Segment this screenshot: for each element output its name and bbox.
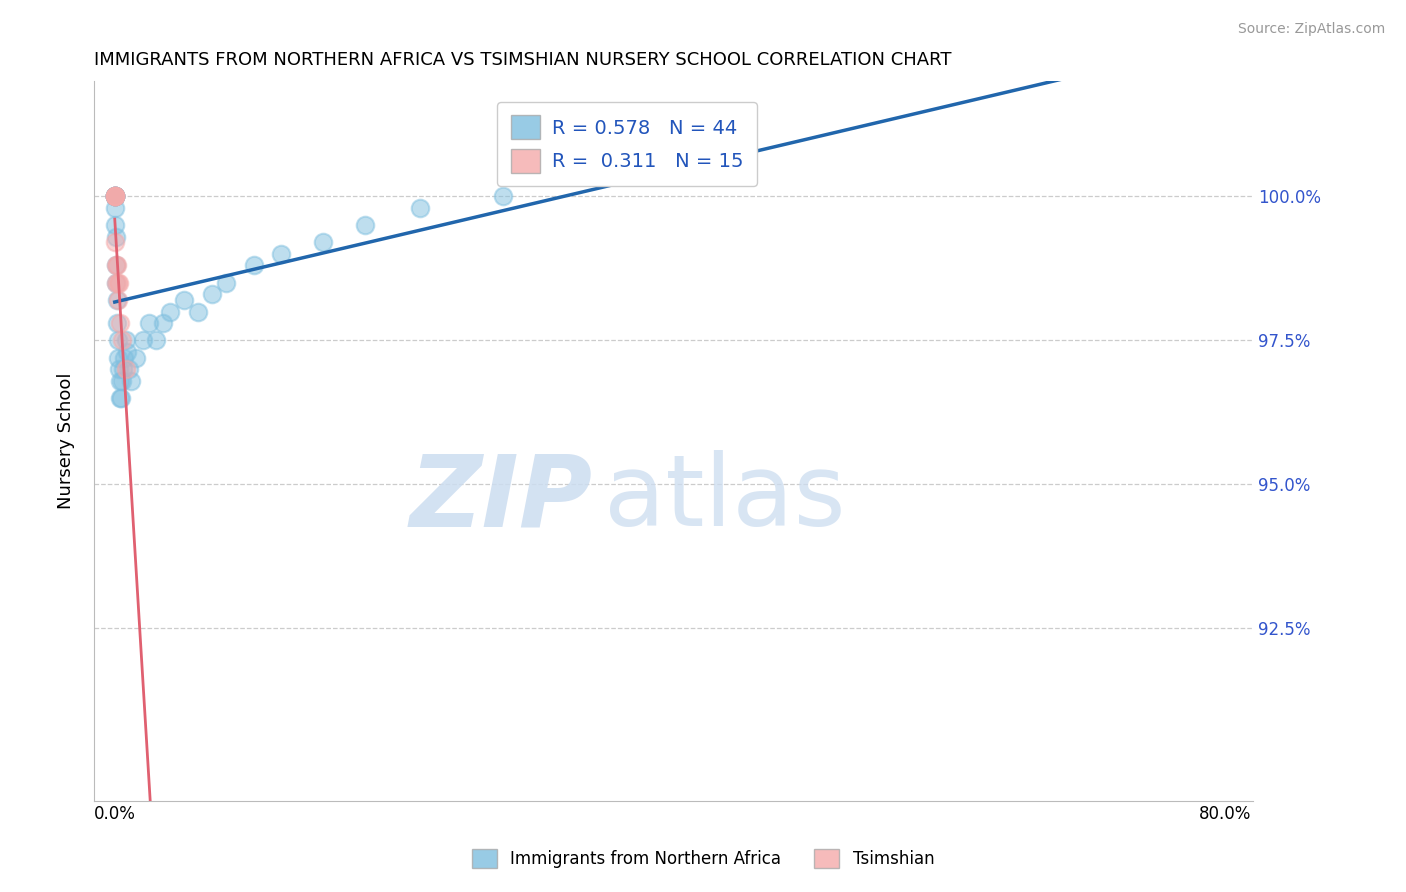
Point — [187, 304, 209, 318]
Point — [152, 316, 174, 330]
Point — [105, 259, 128, 273]
Text: Source: ZipAtlas.com: Source: ZipAtlas.com — [1237, 22, 1385, 37]
Point — [115, 362, 138, 376]
Point — [104, 189, 127, 203]
Point — [104, 189, 127, 203]
Point — [104, 189, 127, 203]
Point — [104, 189, 127, 203]
Text: IMMIGRANTS FROM NORTHERN AFRICA VS TSIMSHIAN NURSERY SCHOOL CORRELATION CHART: IMMIGRANTS FROM NORTHERN AFRICA VS TSIMS… — [94, 51, 952, 69]
Point — [105, 293, 128, 307]
Point — [112, 362, 135, 376]
Text: atlas: atlas — [603, 450, 845, 547]
Point — [110, 391, 132, 405]
Point — [107, 351, 129, 365]
Point — [105, 276, 128, 290]
Point — [201, 287, 224, 301]
Point — [242, 259, 264, 273]
Point — [104, 218, 127, 232]
Point — [312, 235, 335, 250]
Point — [104, 189, 127, 203]
Point — [104, 189, 127, 203]
Point — [104, 189, 127, 203]
Point — [131, 333, 153, 347]
Point — [110, 316, 132, 330]
Point — [104, 189, 127, 203]
Point — [115, 344, 138, 359]
Point — [114, 351, 136, 365]
Point — [104, 189, 127, 203]
Point — [117, 362, 139, 376]
Point — [104, 235, 127, 250]
Point — [138, 316, 160, 330]
Point — [409, 201, 432, 215]
Point — [107, 276, 129, 290]
Point — [159, 304, 181, 318]
Point — [104, 189, 127, 203]
Point — [105, 316, 128, 330]
Point — [107, 333, 129, 347]
Point — [105, 276, 128, 290]
Point — [270, 247, 292, 261]
Point — [111, 333, 134, 347]
Point — [215, 276, 238, 290]
Point — [124, 351, 146, 365]
Point — [120, 374, 142, 388]
Text: ZIP: ZIP — [409, 450, 592, 547]
Point — [115, 333, 138, 347]
Point — [108, 374, 131, 388]
Point — [105, 229, 128, 244]
Point — [104, 201, 127, 215]
Point — [145, 333, 167, 347]
Point — [110, 391, 132, 405]
Point — [108, 362, 131, 376]
Point — [104, 189, 127, 203]
Point — [104, 189, 127, 203]
Y-axis label: Nursery School: Nursery School — [58, 373, 75, 509]
Point — [104, 189, 127, 203]
Point — [105, 259, 128, 273]
Point — [108, 276, 131, 290]
Point — [173, 293, 195, 307]
Legend: R = 0.578   N = 44, R =  0.311   N = 15: R = 0.578 N = 44, R = 0.311 N = 15 — [498, 102, 756, 186]
Legend: Immigrants from Northern Africa, Tsimshian: Immigrants from Northern Africa, Tsimshi… — [465, 843, 941, 875]
Point — [111, 374, 134, 388]
Point — [353, 218, 375, 232]
Point — [492, 189, 515, 203]
Point — [107, 293, 129, 307]
Point — [105, 259, 128, 273]
